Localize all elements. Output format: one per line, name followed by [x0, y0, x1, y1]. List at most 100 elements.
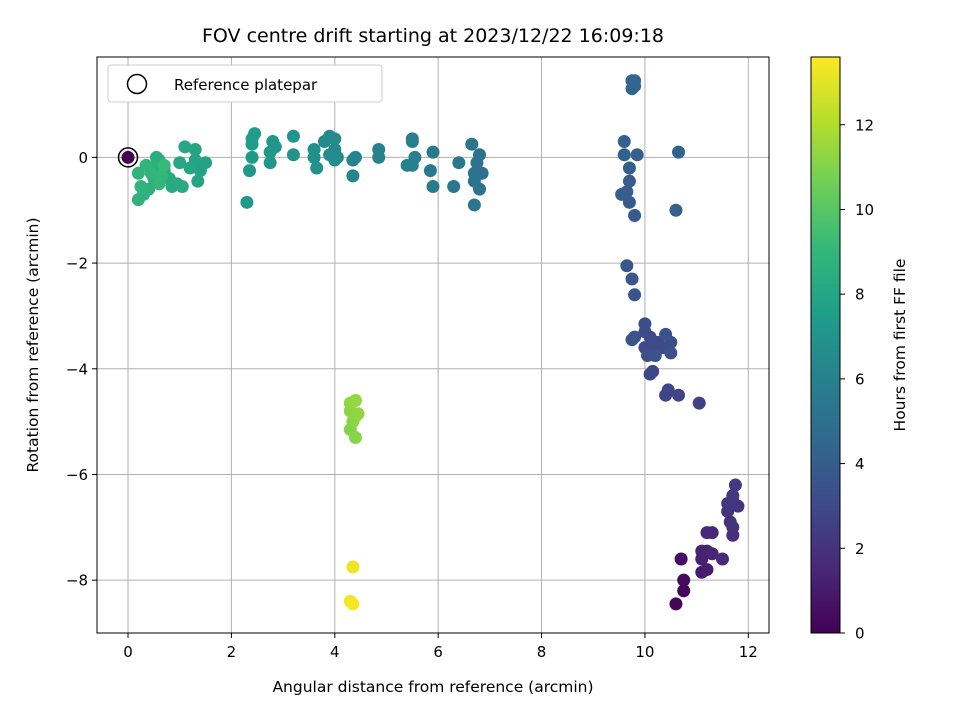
data-point [615, 187, 629, 201]
data-point [144, 166, 158, 180]
data-point [426, 145, 440, 159]
data-point [669, 597, 683, 611]
data-point [423, 164, 437, 178]
colorbar: 0 2 4 6 8 10 12 Hours from first FF file [810, 56, 909, 643]
data-point [470, 156, 484, 170]
data-point [669, 203, 683, 217]
x-axis-label: Angular distance from reference (arcmin) [272, 678, 593, 696]
data-point [405, 132, 419, 146]
y-tick-label: −6 [66, 466, 88, 484]
data-point [328, 153, 342, 167]
plot-frame [96, 56, 770, 634]
x-tick-label: 8 [537, 643, 547, 661]
data-point [307, 150, 321, 164]
plot-area [96, 56, 770, 634]
colorbar-tick-label: 2 [855, 540, 865, 558]
data-point [346, 560, 360, 574]
reference-platepar-marker [117, 147, 139, 168]
data-points [121, 74, 745, 611]
data-point [467, 198, 481, 212]
x-tick-label: 4 [330, 643, 340, 661]
data-point [131, 193, 145, 207]
data-point [242, 164, 256, 178]
data-point [620, 259, 634, 273]
data-point [310, 161, 324, 175]
data-point [134, 179, 148, 193]
data-point [625, 333, 639, 347]
y-axis-ticks: −8 −6 −4 −2 0 [66, 149, 97, 590]
y-axis-label: Rotation from reference (arcmin) [24, 217, 42, 472]
data-point [348, 430, 362, 444]
data-point [648, 349, 662, 363]
x-tick-label: 10 [635, 643, 654, 661]
reference-marker [117, 147, 139, 168]
data-point [188, 142, 202, 156]
data-point [245, 150, 259, 164]
data-point [447, 179, 461, 193]
data-point [726, 489, 740, 503]
data-point [286, 148, 300, 162]
data-point [628, 209, 642, 223]
y-tick-label: −8 [66, 572, 88, 590]
y-tick-label: −2 [66, 255, 88, 273]
x-tick-label: 2 [227, 643, 237, 661]
data-point [705, 547, 719, 561]
legend: Reference platepar [107, 64, 383, 103]
colorbar-ticks: 0 2 4 6 8 10 12 [840, 116, 874, 643]
data-point [643, 367, 657, 381]
data-point [677, 573, 691, 587]
data-point [617, 148, 631, 162]
data-point [193, 164, 207, 178]
chart-title: FOV centre drift starting at 2023/12/22 … [202, 25, 664, 47]
data-point [674, 552, 688, 566]
data-point [351, 407, 365, 421]
data-point [317, 135, 331, 149]
colorbar-tick-label: 10 [855, 201, 874, 219]
data-point [191, 174, 205, 188]
data-point [263, 156, 277, 170]
y-tick-label: 0 [78, 149, 88, 167]
data-point [659, 327, 673, 341]
colorbar-tick-label: 12 [855, 116, 874, 134]
data-point [240, 195, 254, 209]
x-tick-label: 0 [123, 643, 133, 661]
colorbar-frame [810, 56, 841, 634]
data-point [183, 161, 197, 175]
data-point [672, 145, 686, 159]
legend-entry-reference: Reference platepar [174, 76, 318, 94]
data-point [346, 597, 360, 611]
data-point [346, 153, 360, 167]
data-point [465, 137, 479, 151]
data-point [346, 169, 360, 183]
data-point [715, 552, 729, 566]
data-point [731, 499, 745, 513]
data-point [664, 346, 678, 360]
data-point [348, 393, 362, 407]
y-tick-label: −4 [66, 360, 88, 378]
colorbar-tick-label: 4 [855, 455, 865, 473]
data-point [622, 174, 636, 188]
data-point [400, 158, 414, 172]
x-axis-ticks: 0 2 4 6 8 10 12 [123, 633, 758, 661]
x-tick-label: 6 [433, 643, 443, 661]
data-point [473, 182, 487, 196]
colorbar-gradient [811, 57, 840, 633]
data-point [155, 169, 169, 183]
data-point [121, 150, 135, 164]
data-point [628, 288, 642, 302]
data-point [705, 526, 719, 540]
data-point [638, 317, 652, 331]
data-point [628, 74, 642, 88]
data-point [372, 142, 386, 156]
data-point [173, 156, 187, 170]
data-point [723, 515, 737, 529]
legend-marker-icon [126, 73, 148, 95]
colorbar-tick-label: 0 [855, 625, 865, 643]
data-point [625, 272, 639, 286]
data-point [263, 145, 277, 159]
data-point [452, 156, 466, 170]
legend-box [107, 64, 383, 103]
data-point [728, 478, 742, 492]
data-point [286, 129, 300, 143]
